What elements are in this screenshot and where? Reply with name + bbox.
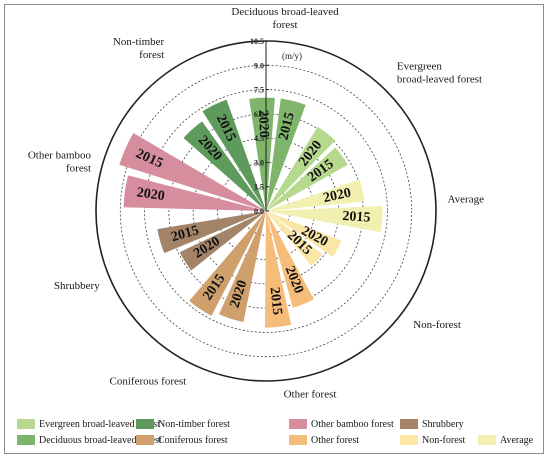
legend-label: Shrubbery [422, 419, 464, 430]
legend-swatch [289, 435, 307, 445]
grid-circle [144, 89, 388, 333]
category-label: Non-timber forest [113, 36, 165, 61]
legend-swatch [289, 419, 307, 429]
legend-label: Coniferous forest [158, 435, 228, 446]
bar-2020 [219, 211, 266, 323]
radial-axis: 0.0 1.5 3.0 4.5 6.0 7.5 9.0 10.5 (m/y) [250, 37, 302, 216]
bar-year-label: 2020 [136, 185, 166, 204]
bar-2015 [266, 205, 383, 233]
polar-bar-chart: 2020 201520202015202020152020201520202015… [17, 6, 534, 446]
tick-label: 6.0 [254, 110, 264, 119]
figure-frame: 2020 2015 2020 2015 2020 2015 2020 2015 2020 2015… [4, 4, 544, 454]
bar-2015 [264, 211, 292, 328]
tick-label: 9.0 [254, 61, 264, 70]
tick-label: 10.5 [250, 37, 264, 46]
category-label: Average [448, 193, 485, 205]
bar-year-label: 2015 [342, 209, 371, 226]
category-label: Other forest [284, 389, 337, 401]
category-label: Coniferous forest [110, 376, 187, 388]
category-label: Non-forest [413, 319, 461, 331]
bar-2015 [119, 132, 266, 211]
bar-2015 [202, 99, 266, 211]
category-label: Evergreen broad-leaved forest [397, 61, 482, 86]
legend-swatch [136, 435, 154, 445]
bar-layer: 2020 201520202015202020152020201520202015… [119, 97, 383, 328]
legend-label: Non-forest [422, 435, 466, 446]
bar-2020 [266, 211, 342, 257]
unit-label: (m/y) [282, 51, 302, 61]
bar-2015 [266, 147, 348, 211]
bar-2020 [266, 179, 365, 211]
bar-2020 [266, 126, 336, 211]
legend-label: Evergreen broad-leaved forest [39, 419, 160, 430]
bar-2015 [189, 211, 266, 316]
bar-year-label: 2015 [267, 286, 285, 315]
bar-year-label: 2015 [170, 223, 201, 245]
legend-swatch [400, 419, 418, 429]
legend: Evergreen broad-leaved forestNon-timber … [17, 419, 534, 446]
bar-2020 [266, 211, 314, 308]
legend-swatch [400, 435, 418, 445]
tick-label: 0.0 [254, 207, 264, 216]
legend-label: Other bamboo forest [311, 419, 394, 430]
bar-year-label: 2020 [322, 186, 353, 206]
legend-label: Other forest [311, 435, 359, 446]
legend-label: Non-timber forest [158, 419, 230, 430]
bar-year-label: 2020 [255, 109, 271, 138]
category-label: Shrubbery [54, 280, 100, 292]
legend-swatch [478, 435, 496, 445]
tick-label: 4.5 [254, 134, 264, 143]
bar-2020 [249, 97, 275, 211]
bar-2015 [266, 211, 323, 266]
tick-label: 7.5 [254, 86, 264, 95]
tick-label: 1.5 [254, 183, 264, 192]
legend-swatch [17, 435, 35, 445]
bar-2015 [266, 98, 306, 211]
bar-2015 [157, 211, 266, 254]
legend-swatch [136, 419, 154, 429]
tick-label: 3.0 [254, 158, 264, 167]
bar-year-label: 2015 [276, 111, 297, 142]
legend-swatch [17, 419, 35, 429]
legend-label: Deciduous broad-leaved forest [39, 435, 162, 446]
grid-circle [119, 64, 413, 358]
legend-label: Average [500, 435, 534, 446]
category-label: Other bamboo forest [28, 149, 92, 174]
bar-2020 [123, 175, 266, 211]
category-label: Deciduous broad-leaved forest [231, 6, 339, 31]
bar-2020 [183, 121, 266, 211]
bar-2020 [179, 211, 266, 271]
category-labels: Deciduous broad-leaved forest Evergreen bro… [28, 6, 484, 401]
